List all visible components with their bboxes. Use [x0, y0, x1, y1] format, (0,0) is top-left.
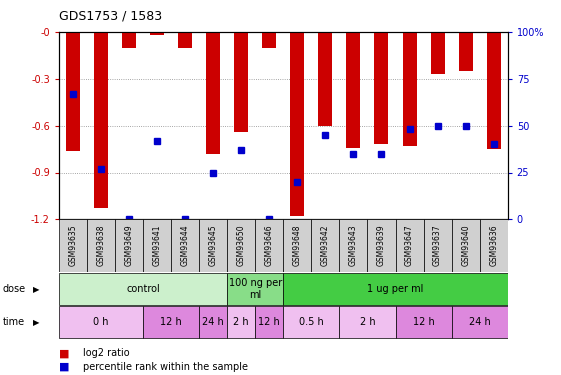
Text: GSM93639: GSM93639 — [377, 225, 386, 266]
Bar — [487, 32, 501, 149]
Bar — [87, 219, 115, 272]
Bar — [199, 219, 227, 272]
Bar — [122, 32, 136, 48]
Bar — [283, 273, 508, 305]
Text: log2 ratio: log2 ratio — [83, 348, 130, 358]
Bar — [403, 32, 416, 146]
Bar — [227, 306, 255, 338]
Bar — [66, 32, 80, 151]
Text: ■: ■ — [59, 348, 70, 358]
Text: GSM93646: GSM93646 — [265, 225, 274, 266]
Bar — [143, 219, 171, 272]
Text: GSM93649: GSM93649 — [125, 225, 134, 266]
Text: 2 h: 2 h — [233, 317, 249, 327]
Text: ▶: ▶ — [33, 318, 39, 327]
Bar — [339, 219, 367, 272]
Bar — [178, 32, 192, 48]
Text: GSM93637: GSM93637 — [433, 225, 442, 266]
Bar — [396, 219, 424, 272]
Text: ■: ■ — [59, 362, 70, 372]
Bar — [227, 219, 255, 272]
Text: 1 ug per ml: 1 ug per ml — [367, 284, 424, 294]
Bar — [431, 32, 444, 74]
Text: ▶: ▶ — [33, 285, 39, 294]
Text: GSM93650: GSM93650 — [237, 225, 246, 266]
Bar — [234, 32, 249, 132]
Text: 24 h: 24 h — [203, 317, 224, 327]
Text: 2 h: 2 h — [360, 317, 375, 327]
Bar — [94, 32, 108, 208]
Bar — [263, 32, 276, 48]
Bar — [171, 219, 199, 272]
Text: GSM93635: GSM93635 — [68, 225, 77, 266]
Bar — [311, 219, 339, 272]
Text: 0.5 h: 0.5 h — [299, 317, 324, 327]
Text: 0 h: 0 h — [93, 317, 109, 327]
Bar — [150, 32, 164, 35]
Bar — [291, 32, 304, 216]
Bar — [347, 32, 361, 147]
Text: GSM93643: GSM93643 — [349, 225, 358, 266]
Text: GSM93638: GSM93638 — [96, 225, 105, 266]
Bar — [206, 32, 220, 154]
Text: time: time — [3, 317, 25, 327]
Bar — [459, 32, 472, 71]
Text: GSM93644: GSM93644 — [181, 225, 190, 266]
Bar — [199, 306, 227, 338]
Text: control: control — [126, 284, 160, 294]
Text: dose: dose — [3, 284, 26, 294]
Text: 12 h: 12 h — [259, 317, 280, 327]
Bar — [283, 219, 311, 272]
Bar — [283, 306, 339, 338]
Bar — [227, 273, 283, 305]
Text: GSM93641: GSM93641 — [153, 225, 162, 266]
Bar — [115, 219, 143, 272]
Text: 24 h: 24 h — [469, 317, 490, 327]
Bar — [59, 219, 87, 272]
Text: GSM93647: GSM93647 — [405, 225, 414, 266]
Bar — [452, 306, 508, 338]
Text: GDS1753 / 1583: GDS1753 / 1583 — [59, 9, 162, 22]
Text: GSM93648: GSM93648 — [293, 225, 302, 266]
Text: GSM93636: GSM93636 — [489, 225, 498, 266]
Bar — [396, 306, 452, 338]
Text: GSM93642: GSM93642 — [321, 225, 330, 266]
Bar — [319, 32, 332, 126]
Text: 12 h: 12 h — [413, 317, 434, 327]
Bar — [59, 273, 227, 305]
Bar — [480, 219, 508, 272]
Text: GSM93645: GSM93645 — [209, 225, 218, 266]
Bar — [339, 306, 396, 338]
Bar — [143, 306, 199, 338]
Bar — [255, 219, 283, 272]
Bar — [375, 32, 388, 144]
Text: 100 ng per
ml: 100 ng per ml — [229, 278, 282, 300]
Bar — [452, 219, 480, 272]
Bar — [255, 306, 283, 338]
Bar — [367, 219, 396, 272]
Text: GSM93640: GSM93640 — [461, 225, 470, 266]
Text: percentile rank within the sample: percentile rank within the sample — [83, 362, 248, 372]
Bar — [424, 219, 452, 272]
Bar — [59, 306, 143, 338]
Text: 12 h: 12 h — [160, 317, 182, 327]
